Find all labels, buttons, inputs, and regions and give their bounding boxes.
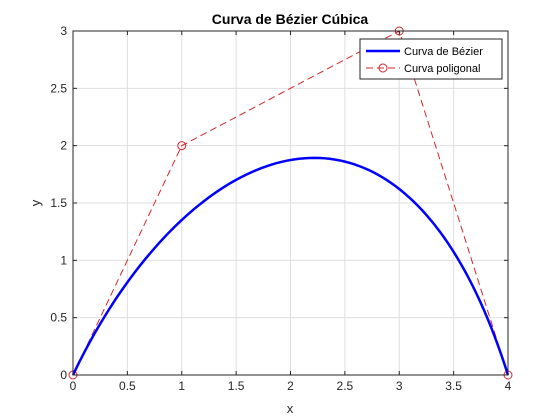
legend-marker-polygonal xyxy=(378,63,388,73)
y-tick-label: 3 xyxy=(60,24,67,38)
y-tick-label: 1 xyxy=(60,253,67,267)
x-tick-label: 3.5 xyxy=(445,379,462,393)
y-tick-label: 1.5 xyxy=(50,196,67,210)
x-tick-label: 2 xyxy=(287,379,294,393)
x-tick-label: 3 xyxy=(396,379,403,393)
legend-label-polygonal: Curva poligonal xyxy=(404,63,480,75)
chart-title: Curva de Bézier Cúbica xyxy=(212,11,369,27)
y-tick-label: 2.5 xyxy=(50,81,67,95)
x-tick-label: 2.5 xyxy=(337,379,354,393)
y-tick-label: 2 xyxy=(60,139,67,153)
x-tick-label: 4 xyxy=(505,379,512,393)
x-axis-label: x xyxy=(287,401,294,416)
polygonal-curve-line xyxy=(72,30,509,376)
bezier-curve-line xyxy=(71,156,510,376)
legend: Curva de Bézier Curva poligonal xyxy=(359,38,503,80)
y-axis-label: y xyxy=(28,199,43,206)
control-point-marker xyxy=(177,141,187,151)
ticks: 0 0.5 1 1.5 2 2.5 3 3.5 4 0 0.5 1 1.5 2 2.5 3 xyxy=(50,24,511,393)
y-tick-label: 0.5 xyxy=(50,311,67,325)
x-tick-label: 0 xyxy=(70,379,77,393)
legend-label-bezier: Curva de Bézier xyxy=(404,46,483,58)
x-tick-label: 0.5 xyxy=(119,379,136,393)
x-tick-label: 1.5 xyxy=(228,379,245,393)
x-tick-label: 1 xyxy=(178,379,185,393)
y-tick-label: 0 xyxy=(60,368,67,382)
